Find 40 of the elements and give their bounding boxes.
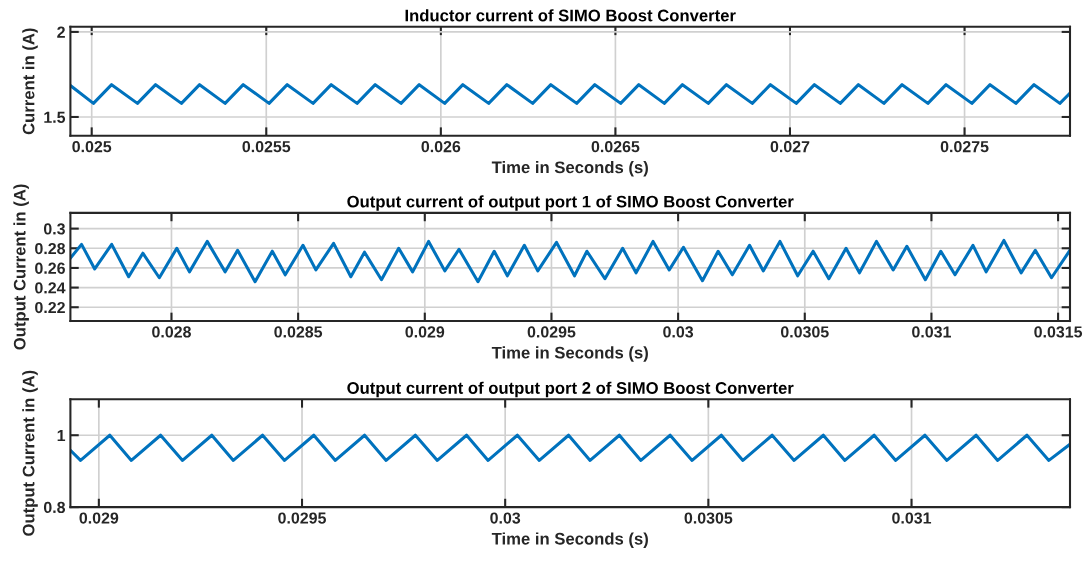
x-tick-label: 0.025	[72, 140, 112, 153]
y-tick-label: 0.3	[43, 223, 65, 235]
x-tick-label: 0.03	[490, 512, 521, 524]
x-tick-label: 0.0265	[591, 140, 640, 153]
x-tick-label: 0.0305	[780, 326, 829, 338]
y-tick-label: 0.28	[35, 242, 66, 255]
line-series	[70, 238, 1070, 284]
y-axis-title: Output Current in (A)	[13, 184, 29, 350]
x-tick-label: 0.0285	[274, 326, 323, 338]
line-series	[70, 83, 1070, 105]
x-tick-label: 0.0295	[527, 326, 576, 338]
x-tick-label: 0.031	[912, 326, 951, 338]
x-tick-label: 0.029	[405, 326, 445, 338]
y-tick-label: 0.24	[35, 282, 66, 294]
x-tick-label: 0.0255	[242, 140, 291, 153]
x-tick-label: 0.0315	[1034, 326, 1083, 338]
x-tick-label: 0.028	[152, 326, 191, 338]
y-tick-label: 1.5	[44, 111, 66, 123]
y-tick-label: 0.22	[35, 301, 65, 314]
x-axis-title: Time in Seconds (s)	[491, 161, 648, 177]
x-tick-label: 0.027	[770, 140, 810, 153]
y-tick-label: 2	[57, 26, 65, 38]
y-axis-title: Output Current in (A)	[22, 370, 38, 536]
y-axis-title: Current in (A)	[22, 28, 38, 135]
x-tick-label: 0.029	[79, 512, 119, 524]
x-tick-label: 0.03	[663, 326, 694, 338]
y-tick-label: 0.8	[43, 501, 66, 514]
y-tick-label: 1	[57, 430, 66, 442]
x-axis-title: Time in Seconds (s)	[491, 532, 648, 548]
x-tick-label: 0.0275	[940, 140, 989, 153]
x-tick-label: 0.0305	[684, 512, 733, 524]
chart-title: Output current of output port 2 of SIMO Boost Converter	[347, 381, 794, 398]
x-tick-label: 0.0295	[278, 512, 326, 524]
x-tick-label: 0.031	[892, 512, 932, 524]
x-tick-label: 0.026	[421, 140, 461, 153]
y-tick-label: 0.26	[35, 262, 65, 274]
line-series	[70, 433, 1070, 462]
x-axis-title: Time in Seconds (s)	[491, 346, 648, 362]
chart-title: Output current of output port 1 of SIMO Boost Converter	[347, 195, 794, 211]
chart-title: Inductor current of SIMO Boost Converter	[405, 9, 736, 22]
